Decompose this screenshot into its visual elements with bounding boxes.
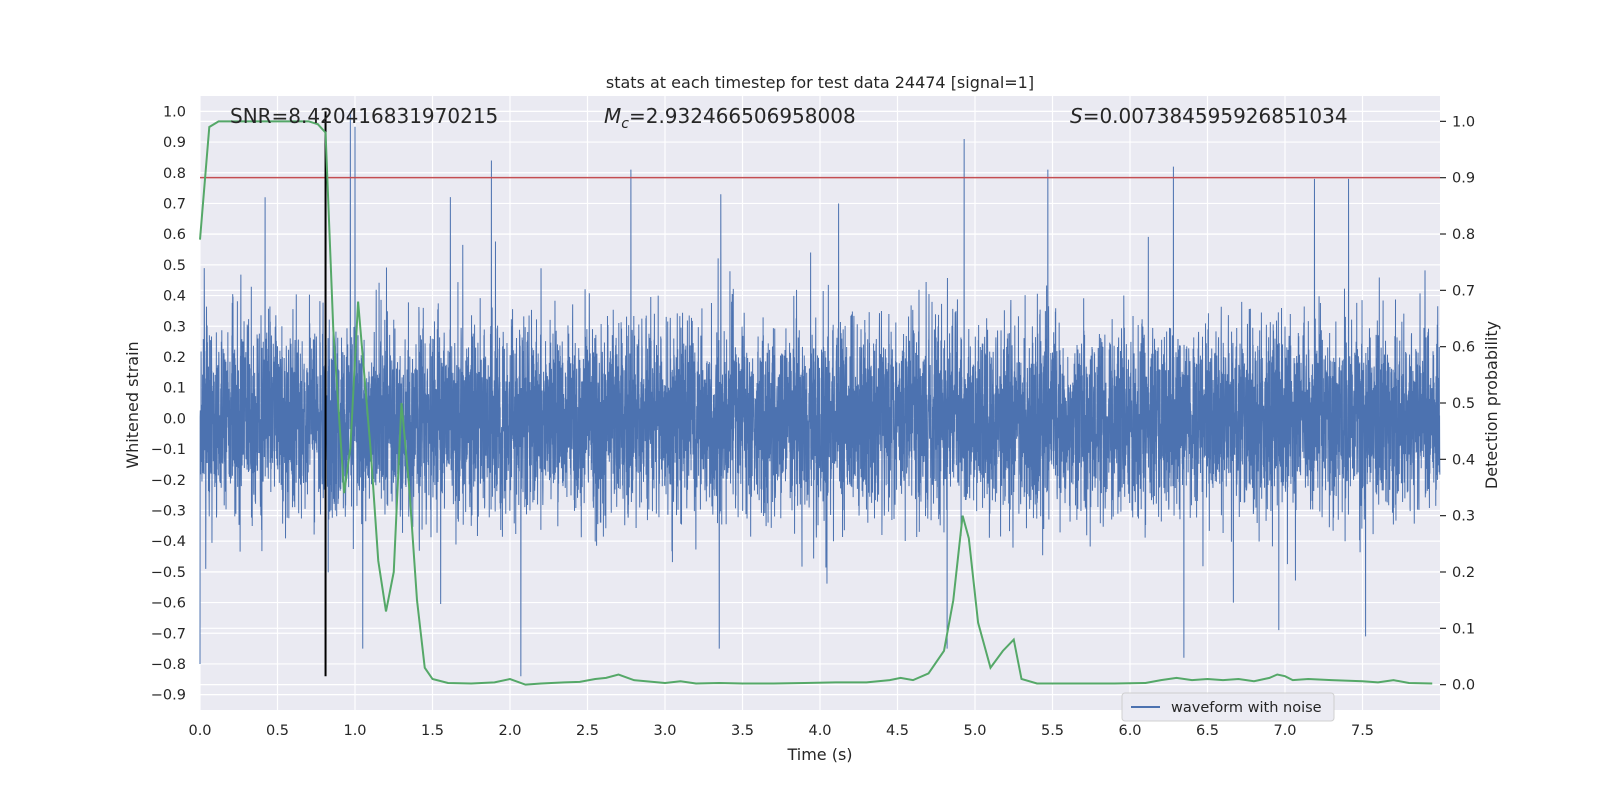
right-y-tick-label: 0.5 <box>1452 396 1475 412</box>
right-y-axis-label: Detection probability <box>1482 321 1501 489</box>
x-tick-label: 1.5 <box>421 723 444 739</box>
chirp-mass-annotation: Mc=2.932466506958008 <box>604 104 856 132</box>
s-annotation: S=0.007384595926851034 <box>1070 104 1348 128</box>
x-tick-label: 3.5 <box>731 723 754 739</box>
x-tick-label: 3.0 <box>653 723 676 739</box>
right-y-tick-label: 0.3 <box>1452 509 1475 525</box>
right-y-tick-label: 0.4 <box>1452 452 1475 468</box>
right-y-tick-label: 1.0 <box>1452 114 1475 130</box>
left-y-tick-label: 0.3 <box>163 319 186 335</box>
x-axis-ticks: 0.0 0.5 1.0 1.5 2.0 2.5 3.0 3.5 4.0 4.5 5.0 5.5 6.0 6… <box>188 723 1374 739</box>
s-value: =0.007384595926851034 <box>1083 104 1348 128</box>
right-y-axis-ticks: 1.0 0.9 0.8 0.7 0.6 0.5 0.4 0.3 0.2 0.1 0.0 <box>1440 114 1475 694</box>
left-y-tick-label: −0.3 <box>151 503 186 519</box>
legend: waveform with noise <box>1121 692 1335 722</box>
chirp-mass-subscript: c <box>621 116 629 132</box>
x-tick-label: 2.5 <box>576 723 599 739</box>
x-tick-label: 5.0 <box>963 723 986 739</box>
chart-title: stats at each timestep for test data 244… <box>606 73 1034 92</box>
right-y-tick-label: 0.2 <box>1452 565 1475 581</box>
left-y-tick-label: −0.4 <box>151 534 186 550</box>
left-y-tick-label: −0.2 <box>151 473 186 489</box>
left-y-tick-label: 0.9 <box>163 135 186 151</box>
x-tick-label: 6.5 <box>1196 723 1219 739</box>
right-y-tick-label: 0.8 <box>1452 227 1475 243</box>
legend-label-waveform: waveform with noise <box>1171 700 1322 716</box>
left-y-tick-label: 0.8 <box>163 166 186 182</box>
left-y-tick-label: −0.5 <box>151 565 186 581</box>
left-y-tick-label: −0.6 <box>151 596 186 612</box>
left-y-axis-ticks: 1.0 0.9 0.8 0.7 0.6 0.5 0.4 0.3 0.2 0.1 0.0 −0.1 −0.… <box>151 104 186 703</box>
left-y-tick-label: 0.4 <box>163 289 186 305</box>
left-y-axis-label: Whitened strain <box>123 341 142 468</box>
left-y-tick-label: −0.8 <box>151 657 186 673</box>
x-tick-label: 7.0 <box>1273 723 1296 739</box>
left-y-tick-label: 0.5 <box>163 258 186 274</box>
x-tick-label: 4.5 <box>886 723 909 739</box>
s-symbol: S <box>1070 104 1083 128</box>
left-y-tick-label: −0.7 <box>151 626 186 642</box>
legend-box <box>1121 692 1335 722</box>
right-y-tick-label: 0.9 <box>1452 171 1475 187</box>
chirp-mass-symbol: M <box>604 104 621 128</box>
right-y-tick-label: 0.6 <box>1452 340 1475 356</box>
x-tick-label: 6.0 <box>1118 723 1141 739</box>
x-tick-label: 0.5 <box>266 723 289 739</box>
waveform-series <box>199 111 1441 677</box>
left-y-tick-label: −0.1 <box>151 442 186 458</box>
right-y-tick-label: 0.0 <box>1452 678 1475 694</box>
left-y-tick-label: −0.9 <box>151 688 186 704</box>
left-y-tick-label: 0.6 <box>163 227 186 243</box>
right-y-tick-label: 0.1 <box>1452 621 1475 637</box>
left-y-tick-label: 0.2 <box>163 350 186 366</box>
detection-probability-series <box>199 120 1433 686</box>
right-y-tick-label: 0.7 <box>1452 283 1475 299</box>
x-tick-label: 0.0 <box>188 723 211 739</box>
x-tick-label: 7.5 <box>1351 723 1374 739</box>
left-y-tick-label: 0.0 <box>163 411 186 427</box>
snr-annotation: SNR=8.420416831970215 <box>230 104 498 128</box>
x-tick-label: 4.0 <box>808 723 831 739</box>
left-y-tick-label: 0.7 <box>163 196 186 212</box>
chirp-mass-value: =2.932466506958008 <box>629 104 856 128</box>
left-y-tick-label: 0.1 <box>163 381 186 397</box>
x-axis-label: Time (s) <box>786 745 852 764</box>
x-tick-label: 1.0 <box>343 723 366 739</box>
x-tick-label: 2.0 <box>498 723 521 739</box>
left-y-tick-label: 1.0 <box>163 104 186 120</box>
x-tick-label: 5.5 <box>1041 723 1064 739</box>
